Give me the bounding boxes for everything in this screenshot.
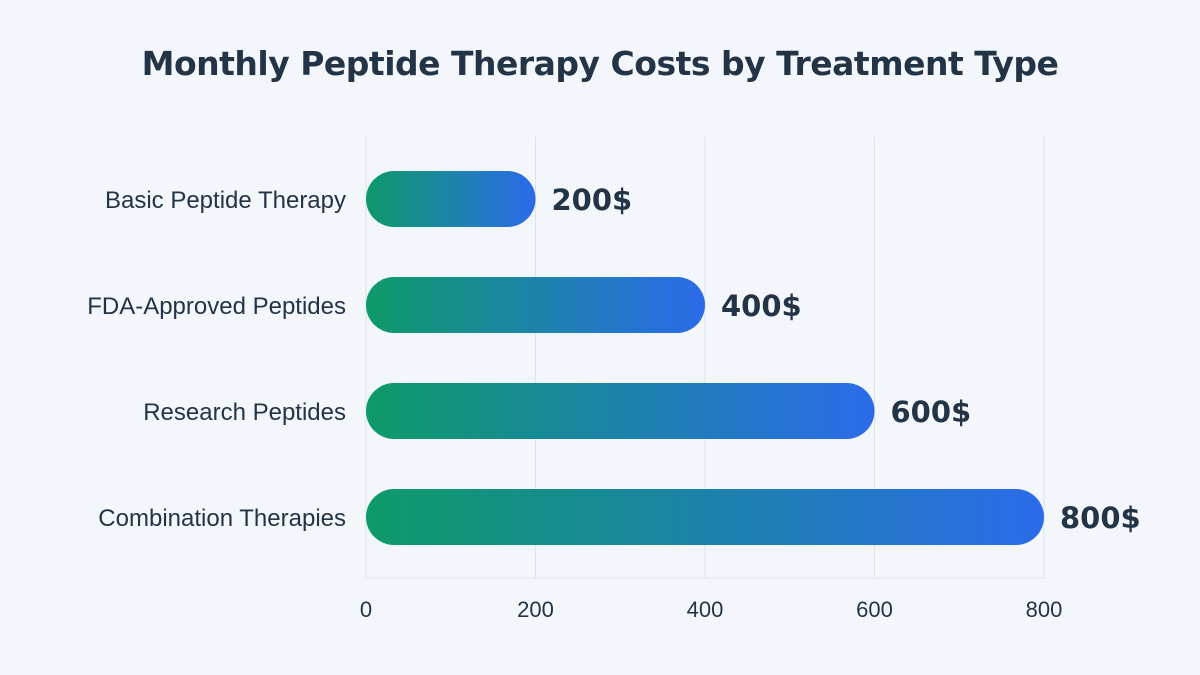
category-label: Research Peptides: [143, 399, 346, 426]
category-label: Basic Peptide Therapy: [105, 187, 346, 214]
x-tick-label: 400: [687, 597, 724, 622]
data-label: 400$: [721, 289, 802, 323]
bar: [366, 171, 536, 227]
category-label: Combination Therapies: [98, 505, 346, 532]
data-label: 600$: [891, 395, 972, 429]
x-tick-label: 600: [856, 597, 893, 622]
chart-title: Monthly Peptide Therapy Costs by Treatme…: [141, 44, 1059, 83]
x-tick-label: 0: [360, 597, 372, 622]
bar: [366, 489, 1044, 545]
x-tick-label: 200: [517, 597, 554, 622]
data-label: 800$: [1060, 501, 1141, 535]
x-tick-label: 800: [1026, 597, 1063, 622]
bar: [366, 383, 875, 439]
category-label: FDA-Approved Peptides: [87, 293, 346, 320]
data-label: 200$: [552, 183, 633, 217]
bar: [366, 277, 705, 333]
